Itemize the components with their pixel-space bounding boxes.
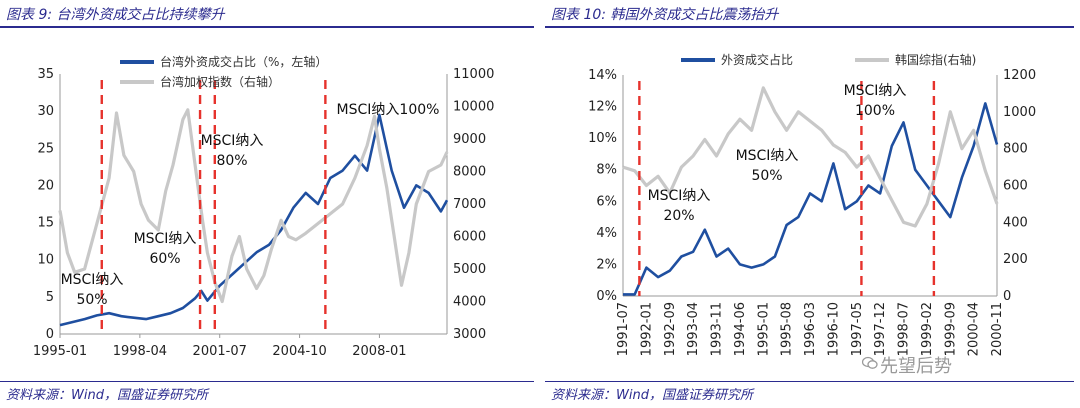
y-right-tick-label: 11000	[453, 67, 494, 82]
y-left-tick-label: 5	[46, 290, 54, 305]
y-left-tick-label: 30	[37, 104, 54, 119]
wechat-icon	[862, 356, 878, 369]
y-right-tick-label: 9000	[453, 132, 486, 147]
x-tick-label: 1996-10	[826, 302, 841, 356]
x-tick-label: 2001-07	[193, 344, 247, 359]
caption-divider	[0, 26, 534, 28]
msci-annotation-label: 80%	[216, 153, 247, 169]
x-tick-label: 1995-01	[756, 302, 771, 356]
legend-label: 台湾外资成交占比（%，左轴）	[160, 54, 327, 69]
x-tick-label: 1996-03	[803, 302, 818, 356]
y-right-tick-label: 1200	[1003, 68, 1036, 83]
y-right-tick-label: 8000	[453, 165, 486, 180]
x-tick-label: 1999-02	[920, 302, 935, 356]
series-line-index	[58, 108, 449, 304]
y-left-tick-label: 6%	[596, 194, 617, 209]
legend-label: 外资成交占比	[721, 52, 793, 67]
x-tick-label: 2000-04	[967, 302, 982, 356]
x-tick-label: 1993-04	[686, 302, 701, 356]
y-left-tick-label: 14%	[588, 68, 617, 83]
y-right-tick-label: 4000	[453, 295, 486, 310]
chart-panel-korea: 图表 10: 韩国外资成交占比震荡抬升 0% 2% 4% 6% 8% 10% 12% 14% 0…	[545, 0, 1080, 408]
x-tick-label: 2000-11	[990, 302, 1005, 356]
y-left-tick-label: 20	[37, 178, 54, 193]
msci-annotation-label: MSCI纳入	[648, 188, 711, 204]
x-tick-label: 1992-09	[663, 302, 678, 356]
msci-annotation-label: MSCI纳入	[61, 272, 124, 288]
y-left-tick-label: 2%	[596, 257, 617, 272]
y-right-tick-label: 400	[1003, 215, 1028, 230]
y-right-tick-label: 5000	[453, 262, 486, 277]
msci-annotation-label: MSCI纳入	[134, 231, 197, 247]
x-tick-label: 1998-07	[897, 302, 912, 356]
msci-annotation-label: MSCI纳入100%	[337, 102, 440, 118]
x-tick-label: 1993-11	[710, 302, 725, 356]
legend-label: 台湾加权指数（右轴）	[160, 74, 280, 89]
source-divider	[0, 381, 534, 382]
msci-annotation-label: MSCI纳入	[844, 83, 907, 99]
x-tick-label: 1994-06	[733, 302, 748, 356]
y-left-tick-label: 35	[37, 67, 54, 82]
y-right-tick-label: 1000	[1003, 105, 1036, 120]
x-tick-label: 1999-09	[943, 302, 958, 356]
y-left-tick-label: 12%	[588, 100, 617, 115]
y-left-tick-label: 10	[37, 253, 54, 268]
msci-annotation-label: 50%	[76, 292, 107, 308]
korea-chart: 0% 2% 4% 6% 8% 10% 12% 14% 0 200 400 600 800 1000 1200…	[588, 52, 1036, 356]
msci-annotation-label: 20%	[663, 208, 694, 224]
y-right-tick-label: 200	[1003, 252, 1028, 267]
x-tick-label: 2008-01	[352, 344, 406, 359]
y-left-tick-label: 0	[46, 327, 54, 342]
y-left-tick-label: 15	[37, 216, 54, 231]
x-tick-label: 1995-08	[780, 302, 795, 356]
source-note: 资料来源：Wind，国盛证券研究所	[6, 388, 208, 403]
x-tick-label: 1997-12	[873, 302, 888, 356]
figure-caption: 图表 10: 韩国外资成交占比震荡抬升	[551, 7, 779, 23]
msci-annotation-label: MSCI纳入	[736, 148, 799, 164]
x-tick-label: 1998-04	[113, 344, 167, 359]
x-tick-label: 1992-01	[639, 302, 654, 356]
x-tick-label: 1991-07	[616, 302, 631, 356]
y-left-tick-label: 10%	[588, 131, 617, 146]
series-line-foreign-share	[623, 102, 999, 296]
x-tick-label: 1997-05	[850, 302, 865, 356]
watermark: 先望后势	[880, 356, 952, 377]
msci-annotation-label: MSCI纳入	[201, 133, 264, 149]
caption-divider	[545, 26, 1074, 28]
y-right-tick-label: 600	[1003, 179, 1028, 194]
y-left-tick-label: 0%	[596, 289, 617, 304]
y-left-tick-label: 8%	[596, 163, 617, 178]
y-right-tick-label: 6000	[453, 230, 486, 245]
figure-caption: 图表 9: 台湾外资成交占比持续攀升	[6, 7, 225, 23]
y-left-tick-label: 25	[37, 141, 54, 156]
y-right-tick-label: 7000	[453, 197, 486, 212]
source-divider	[545, 381, 1074, 382]
y-right-tick-label: 800	[1003, 142, 1028, 157]
x-tick-label: 2004-10	[272, 344, 326, 359]
msci-annotation-label: 50%	[751, 168, 782, 184]
x-tick-label: 1995-01	[33, 344, 87, 359]
msci-annotation-label: 100%	[855, 103, 895, 119]
source-note: 资料来源：Wind，国盛证券研究所	[551, 388, 753, 403]
msci-annotation-label: 60%	[149, 251, 180, 267]
y-right-tick-label: 10000	[453, 100, 494, 115]
y-left-tick-label: 4%	[596, 226, 617, 241]
chart-panel-taiwan: 图表 9: 台湾外资成交占比持续攀升 0 5 10 15 20 25 30 35 3000 400…	[0, 7, 534, 403]
taiwan-chart: 0 5 10 15 20 25 30 35 3000 4000 5000 6000 7000 8000 90…	[33, 54, 495, 359]
legend-label: 韩国综指(右轴)	[895, 52, 976, 67]
y-right-tick-label: 3000	[453, 327, 486, 342]
y-right-tick-label: 0	[1003, 289, 1011, 304]
series-line-foreign-share	[59, 113, 449, 327]
